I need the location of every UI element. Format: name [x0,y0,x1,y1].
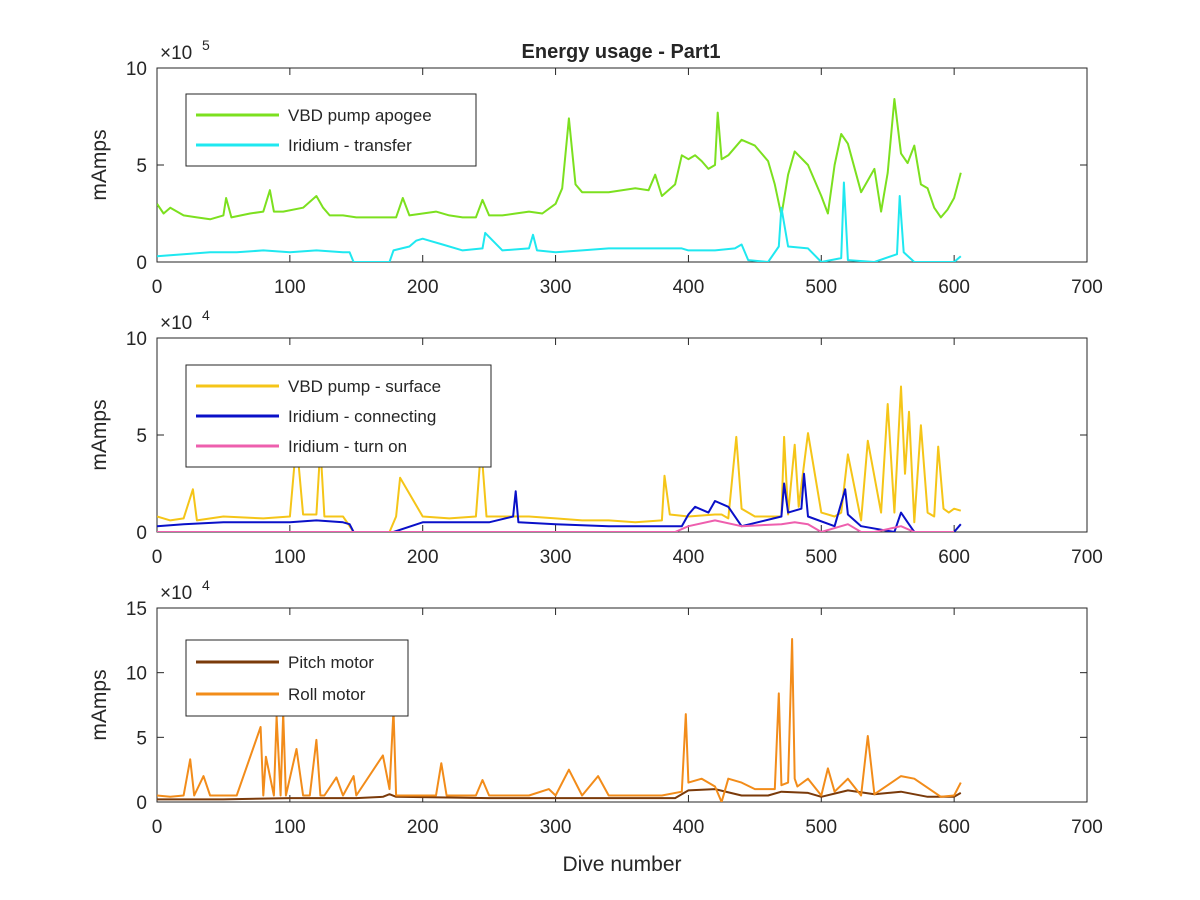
subplot-3: 0 100 200 300 400 500 600 700 0 5 10 15 ×10 4 mAmps Div… [88,577,1103,876]
y-multiplier-exponent: 4 [202,577,210,593]
y-multiplier: ×10 [160,583,192,604]
y-tick-label: 10 [126,59,147,80]
series-line-2 [157,181,962,262]
y-axis-label: mAmps [88,399,111,470]
x-tick-label: 400 [673,547,705,568]
x-tick-label: 600 [938,547,970,568]
x-tick-label: 700 [1071,547,1103,568]
legend-box [185,93,477,167]
y-tick-label: 10 [126,664,147,685]
figure-title: Energy usage - Part1 [522,41,721,63]
legend-entry-label: Roll motor [288,685,366,704]
x-tick-label: 400 [673,817,705,838]
y-multiplier-exponent: 4 [202,307,210,323]
series-line-3 [157,519,955,532]
x-tick-label: 500 [805,817,837,838]
x-tick-label: 0 [152,547,163,568]
x-tick-label: 500 [805,277,837,298]
x-tick-label: 300 [540,817,572,838]
subplot-1: 0 100 200 300 400 500 600 700 0 5 10 ×10 5 mAmps VBD p… [88,37,1103,298]
x-tick-label: 0 [152,277,163,298]
y-tick-label: 5 [136,728,147,749]
x-tick-label: 700 [1071,817,1103,838]
series-line-1 [157,98,962,221]
legend: VBD pump - surface Iridium - connecting Ir… [185,364,492,468]
legend: VBD pump apogee Iridium - transfer [185,93,477,167]
y-tick-label: 5 [136,156,147,177]
legend-box [185,639,409,717]
legend-entry-label: Iridium - connecting [288,407,436,426]
legend-entry-label: Pitch motor [288,653,374,672]
y-tick-label: 15 [126,599,147,620]
y-axis-label: mAmps [88,669,111,740]
series-line-2 [157,472,962,532]
y-tick-label: 0 [136,793,147,814]
x-tick-label: 700 [1071,277,1103,298]
legend-entry-label: VBD pump - surface [288,377,441,396]
x-tick-label: 600 [938,817,970,838]
y-tick-label: 0 [136,253,147,274]
x-tick-label: 200 [407,817,439,838]
y-axis-label: mAmps [88,129,111,200]
x-tick-label: 0 [152,817,163,838]
legend-entry-label: VBD pump apogee [288,106,432,125]
legend-entry-label: Iridium - turn on [288,437,407,456]
x-tick-label: 100 [274,547,306,568]
series-line-1 [157,788,962,801]
legend-entry-label: Iridium - transfer [288,136,412,155]
y-tick-label: 0 [136,523,147,544]
y-tick-label: 5 [136,426,147,447]
y-multiplier: ×10 [160,43,192,64]
x-tick-label: 600 [938,277,970,298]
x-tick-label: 300 [540,277,572,298]
y-tick-label: 10 [126,329,147,350]
x-tick-label: 100 [274,277,306,298]
x-tick-label: 500 [805,547,837,568]
x-tick-label: 400 [673,277,705,298]
series-line-2 [157,638,962,802]
x-tick-label: 300 [540,547,572,568]
x-tick-label: 100 [274,817,306,838]
x-axis-label: Dive number [562,853,681,876]
subplot-2: 0 100 200 300 400 500 600 700 0 5 10 ×10 4 mAmps VBD p… [88,307,1103,568]
y-multiplier-exponent: 5 [202,37,210,53]
y-multiplier: ×10 [160,313,192,334]
x-tick-label: 200 [407,547,439,568]
x-tick-label: 200 [407,277,439,298]
legend: Pitch motor Roll motor [185,639,409,717]
